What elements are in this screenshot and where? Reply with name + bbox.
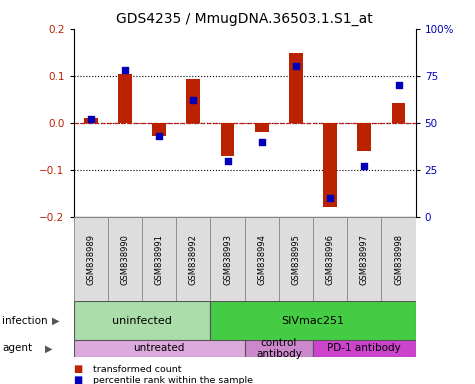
Text: control
antibody: control antibody xyxy=(256,338,302,359)
Bar xyxy=(176,217,210,301)
Text: transformed count: transformed count xyxy=(93,365,181,374)
Text: ■: ■ xyxy=(74,364,83,374)
Text: GSM838996: GSM838996 xyxy=(326,234,334,285)
Bar xyxy=(289,53,303,123)
Text: ▶: ▶ xyxy=(52,316,60,326)
Bar xyxy=(381,217,416,301)
Title: GDS4235 / MmugDNA.36503.1.S1_at: GDS4235 / MmugDNA.36503.1.S1_at xyxy=(116,12,373,26)
Text: GSM838997: GSM838997 xyxy=(360,234,369,285)
Point xyxy=(155,133,163,139)
Text: GSM838994: GSM838994 xyxy=(257,234,266,285)
Text: GSM838998: GSM838998 xyxy=(394,234,403,285)
Bar xyxy=(358,123,371,151)
Text: ■: ■ xyxy=(74,375,83,384)
Bar xyxy=(255,123,268,132)
Point xyxy=(121,67,129,73)
Text: GSM838990: GSM838990 xyxy=(121,234,129,285)
Text: GSM838995: GSM838995 xyxy=(292,234,300,285)
Text: SIVmac251: SIVmac251 xyxy=(282,316,344,326)
Point xyxy=(258,139,266,145)
Text: percentile rank within the sample: percentile rank within the sample xyxy=(93,376,253,384)
Bar xyxy=(221,123,234,156)
Bar xyxy=(347,217,381,301)
Text: GSM838989: GSM838989 xyxy=(86,234,95,285)
Bar xyxy=(74,217,108,301)
Bar xyxy=(313,340,416,357)
Point xyxy=(361,163,368,169)
Bar xyxy=(142,217,176,301)
Point xyxy=(190,97,197,103)
Text: GSM838993: GSM838993 xyxy=(223,234,232,285)
Bar xyxy=(210,217,245,301)
Bar xyxy=(313,217,347,301)
Bar xyxy=(118,74,132,123)
Text: untreated: untreated xyxy=(133,343,185,354)
Point xyxy=(292,63,300,70)
Bar xyxy=(323,123,337,207)
Text: uninfected: uninfected xyxy=(112,316,172,326)
Text: GSM838992: GSM838992 xyxy=(189,234,198,285)
Bar xyxy=(245,217,279,301)
Bar xyxy=(392,103,405,123)
Point xyxy=(224,157,231,164)
Bar xyxy=(84,118,97,123)
Bar xyxy=(279,217,313,301)
Text: agent: agent xyxy=(2,343,32,354)
Bar xyxy=(74,340,245,357)
Text: infection: infection xyxy=(2,316,48,326)
Bar xyxy=(210,301,416,340)
Bar xyxy=(245,340,313,357)
Point xyxy=(87,116,95,122)
Bar xyxy=(74,301,210,340)
Bar xyxy=(152,123,166,136)
Point xyxy=(326,195,334,201)
Bar xyxy=(187,79,200,123)
Bar xyxy=(108,217,142,301)
Text: ▶: ▶ xyxy=(45,343,53,354)
Text: PD-1 antibody: PD-1 antibody xyxy=(327,343,401,354)
Point xyxy=(395,82,402,88)
Text: GSM838991: GSM838991 xyxy=(155,234,163,285)
